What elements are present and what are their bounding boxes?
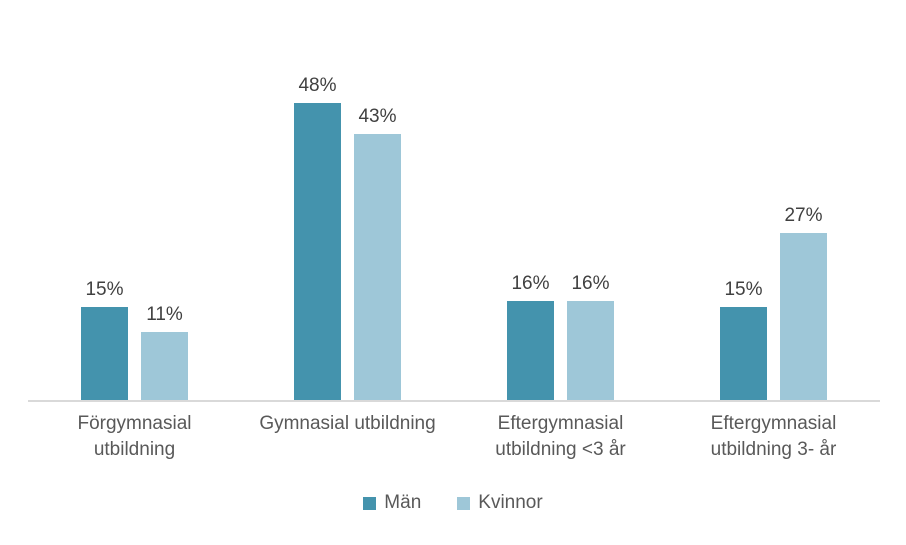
bar-value-label: 16% <box>511 273 550 294</box>
bar-column-män: 48% <box>294 75 341 400</box>
bar-value-label: 16% <box>571 273 610 294</box>
bar-män <box>294 103 341 400</box>
bar-column-män: 16% <box>507 273 554 400</box>
bar-group: 48% 43% <box>241 40 454 400</box>
bar-column-kvinnor: 27% <box>780 205 827 400</box>
plot-area: 15% 11% 48% 43% 16% 16% 15% 27% <box>28 40 880 400</box>
bar-value-label: 11% <box>146 304 183 325</box>
bar-kvinnor <box>567 301 614 400</box>
bar-column-kvinnor: 43% <box>354 106 401 400</box>
bar-män <box>720 307 767 400</box>
bar-column-kvinnor: 11% <box>141 304 188 400</box>
category-label: Eftergymnasial utbildning <3 år <box>495 413 626 460</box>
bar-kvinnor <box>354 134 401 400</box>
bar-value-label: 15% <box>724 279 763 300</box>
bar-group: 15% 27% <box>667 40 880 400</box>
legend-item-kvinnor: Kvinnor <box>457 492 543 514</box>
legend: Män Kvinnor <box>0 492 906 514</box>
legend-label: Män <box>384 492 422 513</box>
category-label: Förgymnasial utbildning <box>77 413 192 460</box>
bar-column-kvinnor: 16% <box>567 273 614 400</box>
bar-män <box>81 307 128 400</box>
legend-swatch-män <box>363 496 377 510</box>
bar-column-män: 15% <box>720 279 767 400</box>
category-axis: Förgymnasial utbildning Gymnasial utbildn… <box>28 411 880 463</box>
legend-item-män: Män <box>363 492 421 514</box>
bar-value-label: 48% <box>298 75 337 96</box>
bar-value-label: 15% <box>85 279 124 300</box>
x-axis-line <box>28 400 880 402</box>
category-label: Gymnasial utbildning <box>259 413 436 434</box>
bar-kvinnor <box>780 233 827 400</box>
category-label: Eftergymnasial utbildning 3- år <box>710 413 837 460</box>
bar-column-män: 15% <box>81 279 128 400</box>
bar-value-label: 27% <box>784 205 823 226</box>
legend-label: Kvinnor <box>478 492 543 513</box>
bar-value-label: 43% <box>358 106 397 127</box>
bar-män <box>507 301 554 400</box>
bar-kvinnor <box>141 332 188 400</box>
legend-swatch-kvinnor <box>457 496 471 510</box>
bar-group: 15% 11% <box>28 40 241 400</box>
bar-group: 16% 16% <box>454 40 667 400</box>
